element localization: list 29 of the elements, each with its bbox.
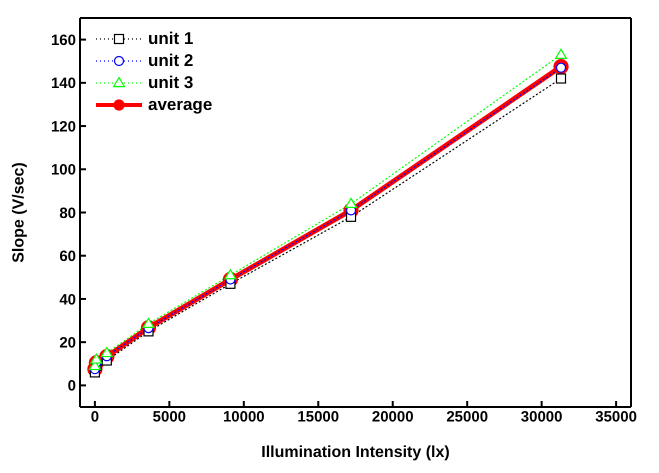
point — [345, 198, 358, 208]
point — [555, 48, 568, 59]
y-tick-label: 160 — [50, 32, 76, 49]
point — [100, 346, 113, 358]
x-tick-label: 10000 — [222, 408, 265, 426]
x-axis-title: Illumination Intensity (lx) — [261, 444, 450, 461]
x-tick-label: 25000 — [446, 408, 488, 426]
y-axis-title: Slope (V/sec) — [10, 162, 28, 263]
point — [224, 269, 236, 280]
legend-label: unit 2 — [148, 50, 194, 72]
y-tick-label: 100 — [50, 162, 76, 179]
y-tick-label: 140 — [50, 75, 76, 92]
y-tick-label: 40 — [59, 291, 76, 308]
x-tick-label: 0 — [90, 408, 100, 426]
legend-label: unit 3 — [148, 72, 194, 94]
point — [90, 353, 102, 364]
x-tick-label: 35000 — [595, 408, 637, 426]
y-tick-label: 80 — [59, 204, 76, 222]
y-tick-label: 60 — [59, 248, 76, 266]
point — [556, 73, 566, 84]
x-tick-label: 20000 — [372, 408, 414, 426]
y-tick-label: 20 — [59, 334, 76, 352]
legend-label: unit 1 — [148, 28, 194, 50]
x-tick-label: 30000 — [520, 408, 563, 426]
x-tick-label: 15000 — [297, 408, 340, 426]
y-tick-label: 120 — [50, 118, 76, 136]
legend-label: average — [148, 94, 212, 116]
y-tick-label: 0 — [68, 378, 76, 395]
x-tick-label: 5000 — [152, 408, 186, 426]
